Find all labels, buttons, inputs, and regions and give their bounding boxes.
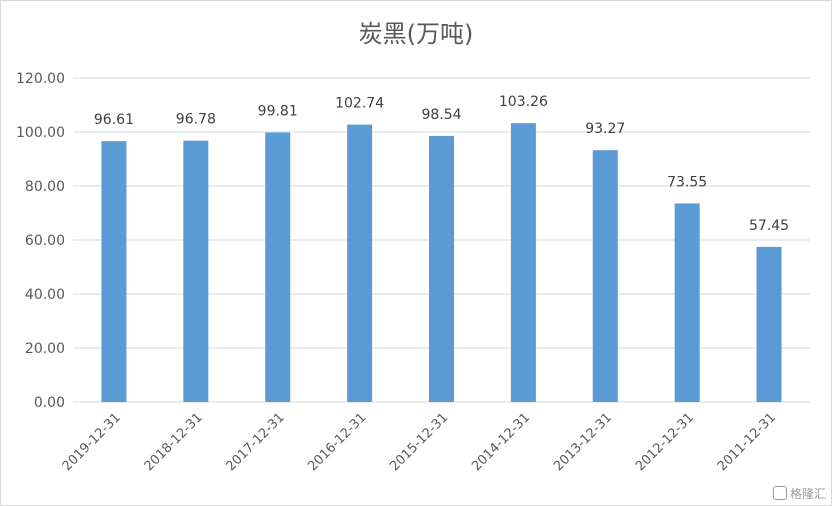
- bar: [592, 150, 618, 402]
- x-tick-label: 2013-12-31: [551, 410, 615, 474]
- x-tick-label: 2016-12-31: [305, 410, 369, 474]
- data-label: 96.78: [176, 112, 216, 128]
- y-tick-label: 0.00: [34, 395, 65, 411]
- chart-title: 炭黑(万吨): [358, 20, 474, 48]
- x-tick-label: 2018-12-31: [142, 410, 206, 474]
- watermark: 格隆汇: [772, 485, 826, 502]
- x-tick-label: 2017-12-31: [224, 410, 288, 474]
- y-tick-label: 20.00: [25, 341, 65, 357]
- bar: [674, 203, 700, 402]
- bar: [265, 132, 291, 402]
- x-tick-label: 2015-12-31: [387, 410, 451, 474]
- y-axis: 0.00 20.00 40.00 60.00 80.00 100.00 120.00: [16, 71, 65, 411]
- watermark-logo-icon: [772, 486, 787, 500]
- bar: [101, 141, 127, 402]
- data-label: 99.81: [258, 104, 298, 120]
- data-label: 96.61: [94, 112, 134, 128]
- data-label: 93.27: [585, 121, 625, 137]
- x-tick-label: 2011-12-31: [715, 410, 779, 474]
- data-labels: 96.61 96.78 99.81 102.74 98.54 103.26 93.27 73.…: [94, 94, 789, 234]
- y-tick-label: 60.00: [25, 233, 65, 249]
- watermark-text: 格隆汇: [789, 487, 826, 501]
- data-label: 102.74: [335, 96, 384, 112]
- x-axis: 2019-12-31 2018-12-31 2017-12-31 2016-12-31…: [60, 410, 779, 474]
- y-tick-label: 80.00: [25, 179, 65, 195]
- x-tick-label: 2019-12-31: [60, 410, 124, 474]
- data-label: 57.45: [749, 218, 789, 234]
- x-tick-label: 2014-12-31: [469, 410, 533, 474]
- bar: [347, 124, 373, 403]
- bar: [756, 246, 782, 402]
- bar: [510, 123, 536, 402]
- y-tick-label: 100.00: [16, 125, 65, 141]
- bars: [101, 123, 782, 403]
- x-tick-label: 2012-12-31: [633, 410, 697, 474]
- y-tick-label: 120.00: [16, 71, 65, 87]
- bar: [429, 135, 454, 402]
- data-label: 103.26: [499, 94, 548, 110]
- bar: [183, 140, 209, 402]
- data-label: 98.54: [421, 107, 461, 123]
- data-label: 73.55: [667, 174, 707, 190]
- y-tick-label: 40.00: [25, 287, 65, 303]
